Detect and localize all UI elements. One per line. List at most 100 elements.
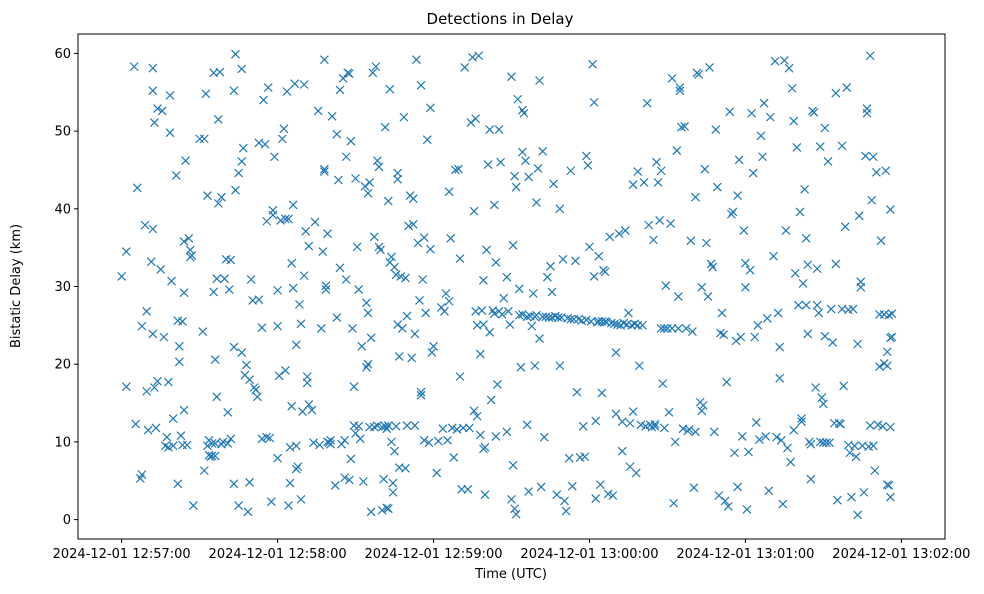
detection-marker bbox=[480, 490, 490, 500]
detection-marker bbox=[279, 124, 289, 134]
detection-marker bbox=[463, 484, 473, 494]
detection-marker bbox=[148, 86, 158, 96]
detection-marker bbox=[401, 463, 410, 473]
detection-marker bbox=[809, 108, 819, 117]
detection-marker bbox=[740, 258, 750, 268]
detection-marker bbox=[798, 278, 808, 288]
detection-marker bbox=[790, 268, 800, 278]
data-points bbox=[117, 49, 897, 520]
detection-marker bbox=[580, 452, 590, 462]
detection-marker bbox=[333, 175, 343, 185]
detection-marker bbox=[149, 118, 159, 127]
detection-marker bbox=[594, 251, 604, 261]
detection-marker bbox=[421, 308, 431, 318]
detection-marker bbox=[234, 501, 244, 511]
detection-marker bbox=[178, 317, 187, 326]
detection-marker bbox=[630, 319, 640, 329]
detection-marker bbox=[719, 330, 728, 340]
detection-marker bbox=[854, 211, 864, 221]
detection-marker bbox=[330, 480, 340, 490]
x-tick-label: 2024-12-01 12:58:00 bbox=[209, 547, 347, 562]
detection-marker bbox=[806, 474, 816, 484]
detection-marker bbox=[784, 63, 794, 73]
detection-marker bbox=[801, 300, 811, 310]
detection-marker bbox=[148, 224, 158, 234]
detection-marker bbox=[252, 392, 262, 402]
detection-marker bbox=[457, 484, 467, 494]
detection-marker bbox=[793, 300, 803, 310]
detection-marker bbox=[349, 382, 359, 392]
detection-marker bbox=[251, 385, 261, 395]
detection-marker bbox=[447, 423, 457, 433]
detection-marker bbox=[508, 460, 518, 470]
detection-marker bbox=[659, 423, 669, 433]
detection-marker bbox=[491, 432, 501, 441]
detection-marker bbox=[176, 431, 186, 441]
detection-marker bbox=[340, 435, 350, 445]
detection-marker bbox=[199, 134, 209, 144]
y-tick-label: 60 bbox=[54, 47, 71, 62]
detection-marker bbox=[468, 52, 477, 62]
detection-marker bbox=[739, 226, 749, 235]
detection-marker bbox=[687, 327, 697, 336]
detection-marker bbox=[800, 184, 810, 194]
detection-marker bbox=[358, 477, 368, 486]
detection-marker bbox=[673, 292, 683, 302]
detection-marker bbox=[319, 167, 329, 176]
detection-marker bbox=[388, 478, 398, 488]
detection-marker bbox=[765, 112, 775, 122]
detection-marker bbox=[772, 432, 782, 442]
detection-marker bbox=[701, 238, 711, 248]
detection-marker bbox=[884, 480, 894, 490]
detection-marker bbox=[527, 321, 537, 331]
detection-marker bbox=[354, 421, 364, 431]
detection-marker bbox=[848, 304, 858, 314]
detection-marker bbox=[769, 251, 778, 261]
detection-marker bbox=[268, 205, 278, 215]
detection-marker bbox=[572, 387, 582, 397]
detection-marker bbox=[168, 441, 178, 451]
detection-marker bbox=[650, 419, 660, 429]
detection-marker bbox=[284, 214, 293, 224]
detection-marker bbox=[811, 383, 820, 392]
detection-marker bbox=[129, 62, 139, 72]
detection-marker bbox=[840, 222, 850, 232]
detection-marker bbox=[469, 206, 479, 216]
detection-marker bbox=[795, 207, 805, 217]
detection-marker bbox=[210, 355, 220, 364]
detection-marker bbox=[870, 466, 880, 476]
detection-marker bbox=[174, 341, 184, 351]
detection-marker bbox=[831, 259, 841, 269]
detection-marker bbox=[411, 55, 421, 65]
detection-marker bbox=[393, 168, 403, 178]
detection-marker bbox=[396, 271, 406, 281]
detection-marker bbox=[137, 321, 147, 331]
detection-marker bbox=[273, 453, 283, 463]
detection-marker bbox=[188, 501, 198, 511]
detection-marker bbox=[348, 324, 357, 333]
detection-marker bbox=[628, 180, 638, 190]
detection-marker bbox=[121, 247, 131, 256]
detection-marker bbox=[611, 409, 621, 419]
detection-marker bbox=[209, 287, 219, 297]
detection-marker bbox=[241, 360, 251, 370]
detection-marker bbox=[549, 179, 559, 189]
detection-marker bbox=[656, 166, 666, 176]
detection-marker bbox=[839, 381, 849, 391]
detection-marker bbox=[304, 400, 314, 410]
detection-marker bbox=[589, 271, 599, 281]
detection-marker bbox=[822, 438, 831, 448]
detection-marker bbox=[231, 185, 240, 195]
detection-marker bbox=[561, 506, 571, 516]
detection-marker bbox=[619, 318, 629, 328]
detection-marker bbox=[220, 274, 230, 284]
detection-marker bbox=[789, 425, 799, 435]
detection-marker bbox=[494, 125, 504, 134]
detection-marker bbox=[369, 422, 379, 432]
detection-marker bbox=[670, 437, 680, 447]
detection-marker bbox=[276, 216, 286, 225]
detection-marker bbox=[496, 157, 506, 167]
detection-marker bbox=[564, 453, 574, 463]
detection-marker bbox=[299, 80, 309, 89]
detection-marker bbox=[229, 86, 239, 96]
